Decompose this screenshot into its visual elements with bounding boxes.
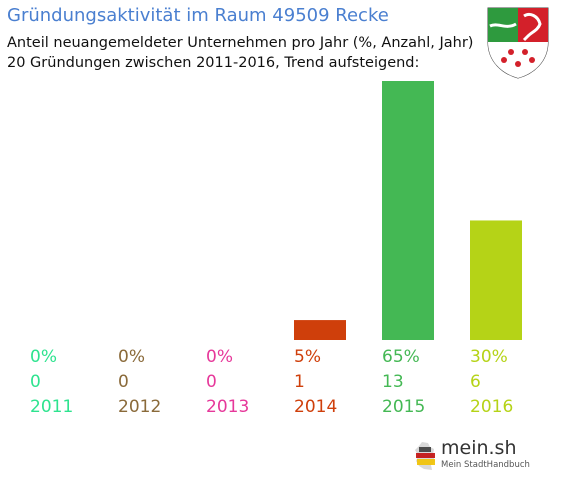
count-label-2014: 1	[294, 372, 305, 392]
page-title: Gründungsaktivität im Raum 49509 Recke	[7, 5, 389, 26]
chart-subtitle-line2: 20 Gründungen zwischen 2011-2016, Trend …	[7, 55, 420, 71]
count-label-2016: 6	[470, 372, 481, 392]
chart-subtitle-line1: Anteil neuangemeldeter Unternehmen pro J…	[7, 35, 474, 51]
year-label-2015: 2015	[382, 397, 426, 417]
year-label-2012: 2012	[118, 397, 162, 417]
percent-label-2011: 0%	[30, 347, 57, 367]
year-label-2014: 2014	[294, 397, 338, 417]
mein-sh-logo[interactable]: mein.sh Mein StadtHandbuch	[410, 437, 530, 477]
bar-2016	[470, 220, 522, 340]
logo-text: mein.sh	[441, 437, 517, 459]
percent-label-2016: 30%	[470, 347, 508, 367]
logo-tagline: Mein StadtHandbuch	[441, 460, 530, 470]
germany-map-icon	[415, 442, 435, 470]
bar-2015	[382, 81, 434, 340]
bar-2014	[294, 320, 346, 340]
year-label-2013: 2013	[206, 397, 250, 417]
percent-label-2015: 65%	[382, 347, 420, 367]
year-label-2016: 2016	[470, 397, 514, 417]
count-label-2015: 13	[382, 372, 404, 392]
count-label-2011: 0	[30, 372, 41, 392]
year-label-2011: 2011	[30, 397, 74, 417]
percent-label-2013: 0%	[206, 347, 233, 367]
count-label-2013: 0	[206, 372, 217, 392]
percent-label-2012: 0%	[118, 347, 145, 367]
percent-label-2014: 5%	[294, 347, 321, 367]
nrw-coat-of-arms-icon	[478, 2, 558, 82]
count-label-2012: 0	[118, 372, 129, 392]
